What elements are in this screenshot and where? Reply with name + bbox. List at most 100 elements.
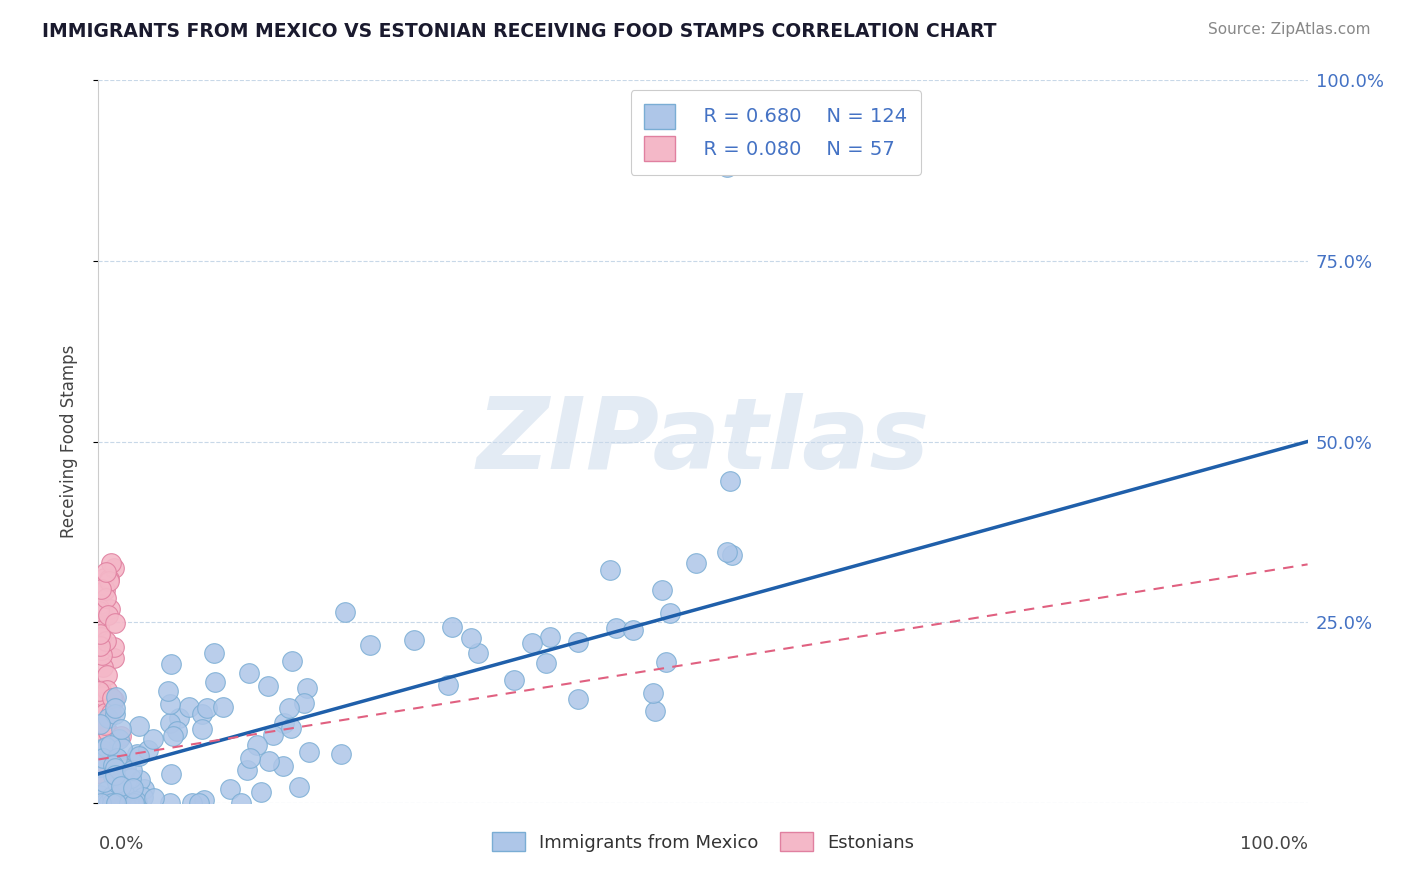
Point — [125, 794, 148, 808]
Point — [107, 756, 129, 770]
Point — [159, 697, 181, 711]
Legend: Immigrants from Mexico, Estonians: Immigrants from Mexico, Estonians — [485, 825, 921, 859]
Point — [120, 771, 142, 785]
Point — [716, 544, 738, 558]
Point — [659, 606, 682, 620]
Point — [87, 607, 110, 621]
Point — [125, 796, 148, 810]
Point — [160, 657, 183, 671]
Point — [96, 668, 118, 682]
Point — [191, 707, 214, 722]
Point — [218, 781, 240, 796]
Point — [641, 686, 664, 700]
Point — [87, 601, 110, 615]
Point — [159, 796, 181, 810]
Point — [103, 761, 125, 775]
Point — [131, 789, 153, 804]
Point — [567, 691, 589, 706]
Point — [644, 705, 666, 719]
Point — [97, 573, 120, 587]
Point — [97, 725, 120, 739]
Point — [91, 690, 114, 704]
Point — [236, 764, 259, 778]
Point — [90, 630, 112, 644]
Point — [288, 780, 311, 794]
Point — [100, 789, 122, 803]
Point — [273, 716, 295, 731]
Point — [118, 796, 141, 810]
Point — [134, 782, 156, 797]
Point — [402, 632, 425, 647]
Point — [91, 751, 114, 765]
Point — [169, 710, 191, 724]
Point — [90, 682, 112, 697]
Point — [111, 741, 134, 756]
Point — [87, 729, 110, 743]
Point — [718, 474, 741, 488]
Point — [142, 731, 165, 746]
Point — [89, 747, 111, 761]
Point — [107, 750, 129, 764]
Point — [655, 655, 678, 669]
Point — [87, 618, 110, 632]
Point — [87, 741, 110, 756]
Point — [105, 796, 128, 810]
Point — [104, 706, 127, 721]
Point — [87, 604, 110, 618]
Point — [246, 738, 269, 752]
Point — [89, 640, 111, 654]
Point — [294, 696, 316, 710]
Point — [136, 743, 159, 757]
Point — [157, 684, 180, 698]
Point — [107, 796, 129, 810]
Point — [89, 717, 111, 731]
Point — [97, 711, 120, 725]
Point — [89, 760, 111, 774]
Point — [94, 706, 117, 721]
Point — [193, 793, 215, 807]
Point — [110, 779, 132, 793]
Point — [98, 574, 121, 588]
Point — [93, 571, 115, 585]
Point — [111, 783, 134, 797]
Point — [538, 630, 561, 644]
Point — [93, 751, 115, 765]
Point — [238, 665, 260, 680]
Point — [101, 690, 124, 705]
Point — [93, 775, 115, 789]
Point — [278, 701, 301, 715]
Point — [271, 759, 294, 773]
Point — [621, 623, 644, 637]
Point — [87, 761, 110, 775]
Point — [93, 731, 115, 745]
Point — [93, 694, 115, 708]
Point — [94, 582, 117, 597]
Point — [94, 566, 117, 580]
Point — [108, 731, 131, 746]
Point — [100, 556, 122, 570]
Point — [97, 607, 120, 622]
Point — [89, 627, 111, 641]
Point — [262, 728, 284, 742]
Point — [104, 701, 127, 715]
Point — [129, 772, 152, 787]
Point — [127, 747, 149, 762]
Point — [94, 591, 117, 605]
Point — [103, 651, 125, 665]
Point — [110, 790, 132, 805]
Point — [91, 648, 114, 662]
Point — [89, 684, 111, 698]
Point — [94, 718, 117, 732]
Point — [101, 796, 124, 810]
Point — [359, 638, 381, 652]
Point — [191, 722, 214, 736]
Point — [250, 785, 273, 799]
Point — [108, 796, 131, 810]
Point — [89, 603, 111, 617]
Point — [90, 582, 112, 596]
Point — [97, 796, 120, 810]
Point — [90, 796, 112, 810]
Y-axis label: Receiving Food Stamps: Receiving Food Stamps — [59, 345, 77, 538]
Point — [104, 690, 127, 704]
Text: Source: ZipAtlas.com: Source: ZipAtlas.com — [1208, 22, 1371, 37]
